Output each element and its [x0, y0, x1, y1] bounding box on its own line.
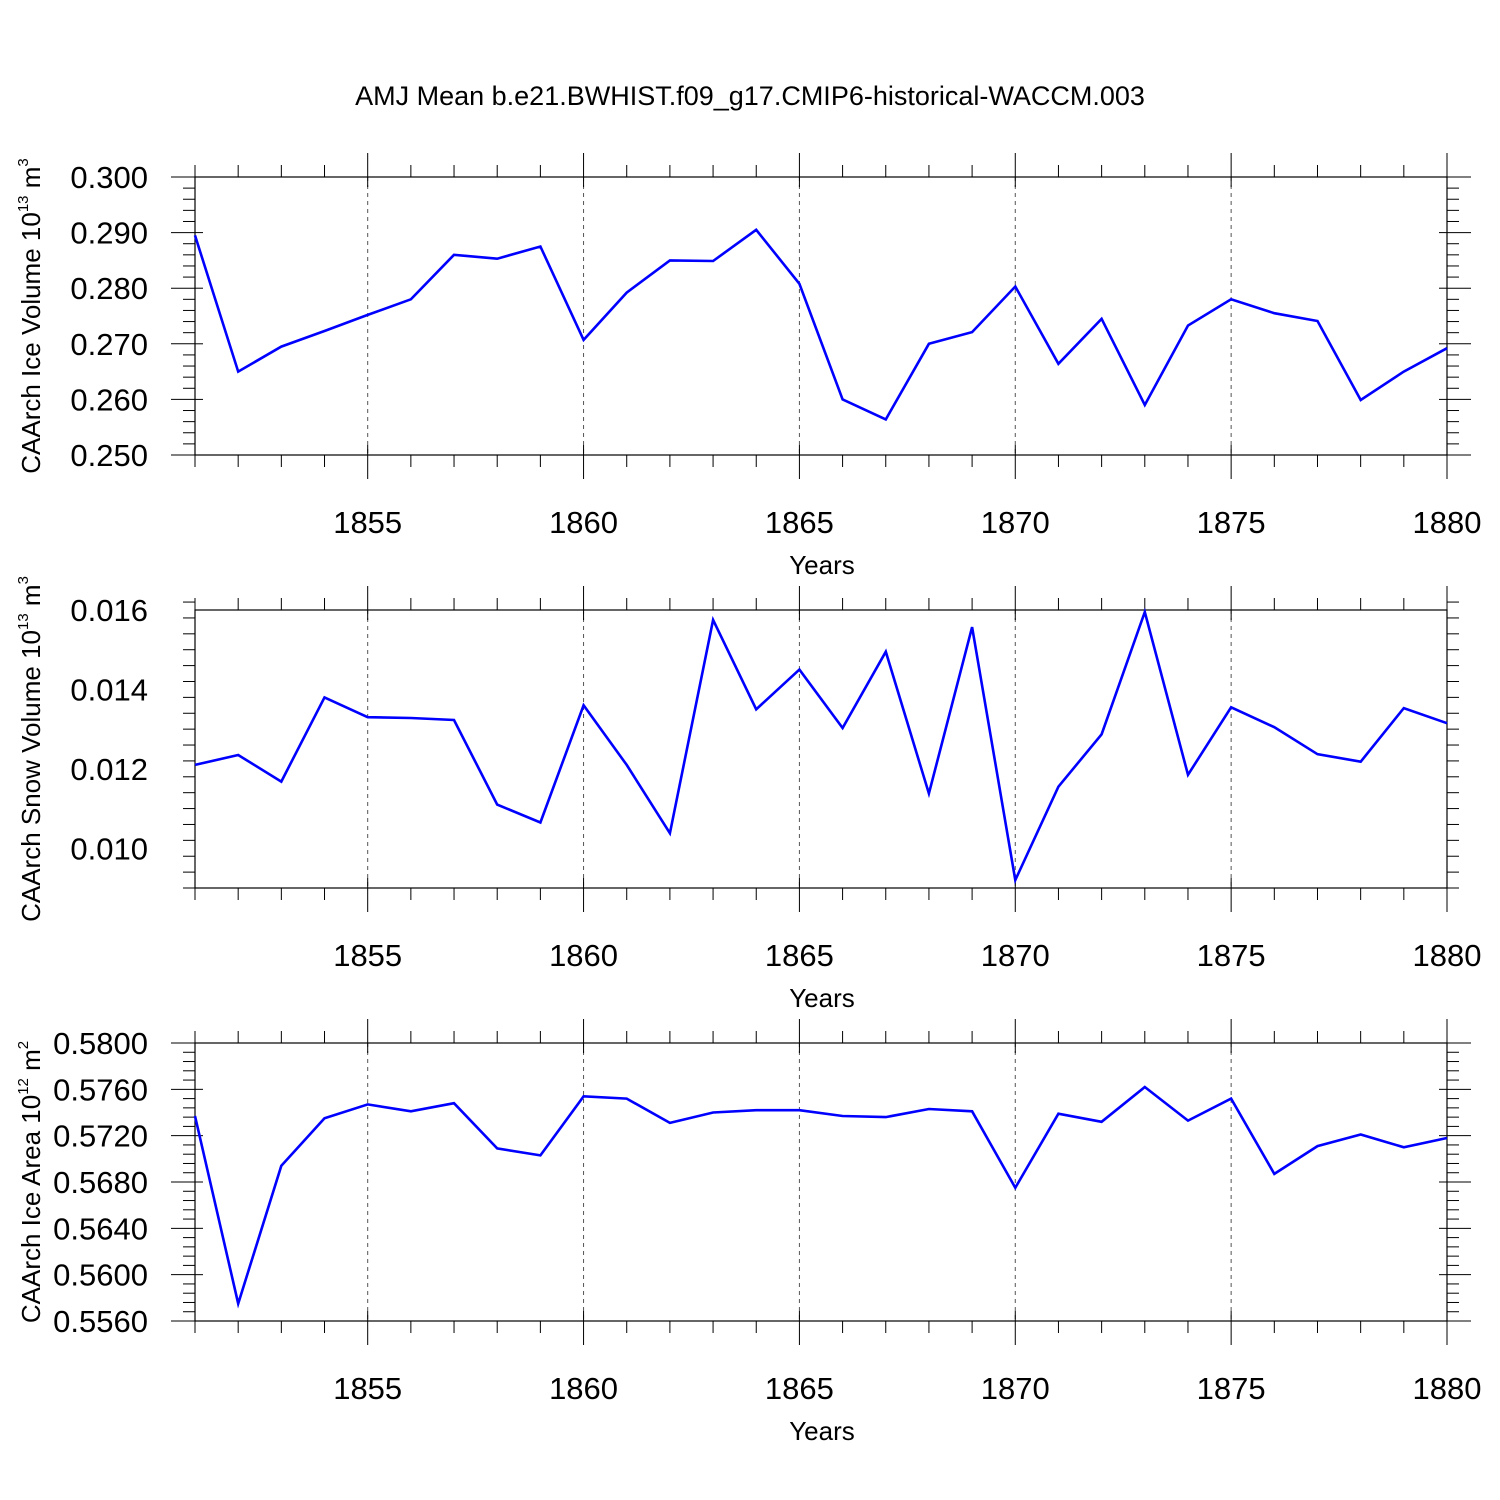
y-axis-label-superscript: 3	[15, 576, 32, 584]
y-tick-label: 0.270	[70, 327, 148, 362]
y-axis-label-part: m	[16, 584, 46, 613]
x-tick-label: 1880	[1413, 1371, 1482, 1406]
y-axis-label-part: m	[16, 1049, 46, 1078]
y-tick-label: 0.5560	[53, 1304, 148, 1339]
series-line	[193, 228, 1448, 422]
plot-frame	[194, 1042, 1448, 1322]
x-tick-label: 1865	[765, 1371, 834, 1406]
y-axis-label-superscript: 13	[15, 613, 32, 630]
y-axis-label-superscript: 3	[15, 158, 32, 166]
y-axis-label-part: CAArch Ice Volume 10	[16, 212, 46, 474]
series-line	[194, 607, 1448, 885]
x-axis-label: Years	[789, 1416, 855, 1446]
x-tick-label: 1865	[765, 505, 834, 540]
y-tick-label: 0.010	[70, 831, 148, 866]
y-tick-label: 0.290	[70, 216, 148, 251]
y-axis-label-superscript: 2	[15, 1041, 32, 1049]
x-tick-label: 1860	[549, 505, 618, 540]
y-tick-label: 0.5800	[53, 1026, 148, 1061]
y-tick-label: 0.014	[70, 672, 148, 707]
chart-panel-3: 1855 1860 1865 1870 1875 1880 0.5560 0.5600 0.56…	[15, 1019, 1481, 1446]
y-axis-label: CAArch Snow Volume 1013 m3	[15, 576, 46, 922]
figure-title: AMJ Mean b.e21.BWHIST.f09_g17.CMIP6-hist…	[355, 81, 1145, 111]
x-tick-label: 1855	[333, 938, 402, 973]
x-tick-label: 1860	[549, 1371, 618, 1406]
x-tick-label: 1865	[765, 938, 834, 973]
chart-panel-2: 1855 1860 1865 1870 1875 1880 0.010 0.012 0.014 0…	[15, 576, 1481, 1013]
x-axis-label: Years	[789, 983, 855, 1013]
x-tick-label: 1875	[1197, 1371, 1266, 1406]
x-tick-label: 1855	[333, 505, 402, 540]
x-tick-label: 1880	[1413, 938, 1482, 973]
x-tick-label: 1860	[549, 938, 618, 973]
y-tick-label: 0.012	[70, 752, 148, 787]
y-tick-label: 0.5640	[53, 1211, 148, 1246]
plot-frame	[194, 609, 1448, 889]
y-axis-label-part: m	[16, 167, 46, 196]
x-axis-label: Years	[789, 550, 855, 580]
y-axis-label: CAArch Ice Area 1012 m2	[15, 1041, 46, 1323]
series-line	[193, 1085, 1448, 1309]
x-tick-label: 1870	[981, 505, 1050, 540]
x-tick-label: 1880	[1413, 505, 1482, 540]
y-axis-label: CAArch Ice Volume 1013 m3	[15, 158, 46, 474]
y-axis-label-part: CAArch Ice Area 10	[16, 1095, 46, 1323]
y-axis-label-superscript: 13	[15, 195, 32, 212]
y-tick-label: 0.300	[70, 160, 148, 195]
y-tick-label: 0.260	[70, 382, 148, 417]
y-tick-label: 0.5680	[53, 1165, 148, 1200]
y-tick-label: 0.5600	[53, 1258, 148, 1293]
x-tick-label: 1870	[981, 1371, 1050, 1406]
y-tick-label: 0.250	[70, 438, 148, 473]
x-tick-label: 1875	[1197, 505, 1266, 540]
y-tick-label: 0.5720	[53, 1119, 148, 1154]
y-tick-label: 0.280	[70, 271, 148, 306]
plot-frame	[194, 176, 1448, 456]
x-tick-label: 1875	[1197, 938, 1266, 973]
panels: 1855 1860 1865 1870 1875 1880 0.250 0.260 0.270 0…	[15, 153, 1481, 1446]
y-tick-label: 0.016	[70, 593, 148, 628]
y-axis-label-superscript: 12	[15, 1078, 32, 1095]
chart-panel-1: 1855 1860 1865 1870 1875 1880 0.250 0.260 0.270 0…	[15, 153, 1481, 580]
y-tick-label: 0.5760	[53, 1072, 148, 1107]
x-tick-label: 1855	[333, 1371, 402, 1406]
x-tick-label: 1870	[981, 938, 1050, 973]
y-axis-label-part: CAArch Snow Volume 10	[16, 630, 46, 922]
